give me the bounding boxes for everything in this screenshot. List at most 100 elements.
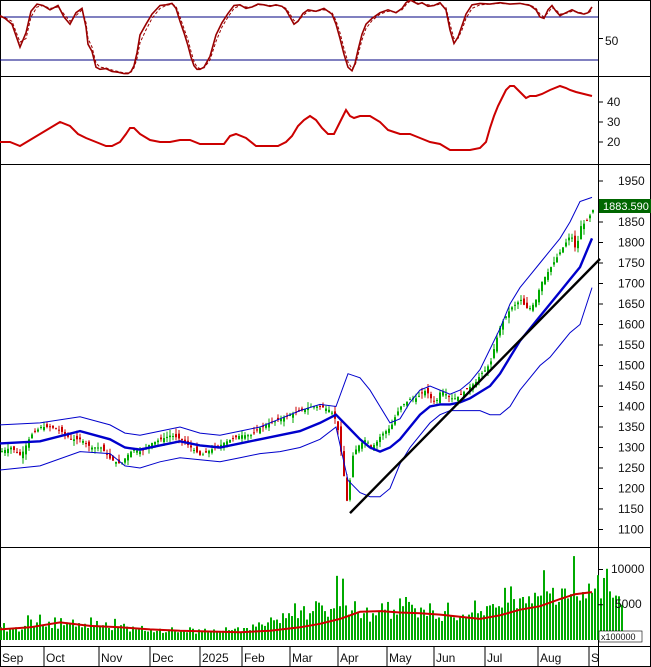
volume-bar: [207, 632, 209, 640]
candle-body: [523, 298, 525, 305]
candle-body: [565, 242, 567, 247]
candle-body: [202, 454, 204, 456]
candle-body: [79, 437, 81, 440]
volume-bar: [579, 600, 581, 640]
trend-line: [349, 258, 601, 514]
adx-panel: 40 30 20: [0, 84, 621, 151]
candle-body: [379, 436, 381, 443]
candle-body: [418, 395, 420, 397]
price-tick-label: 1100: [618, 523, 644, 537]
volume-bar: [213, 629, 215, 640]
candle-body: [208, 450, 210, 454]
volume-bar: [237, 627, 239, 640]
volume-bar: [402, 606, 404, 640]
volume-bar: [468, 614, 470, 640]
candle-body: [526, 302, 528, 309]
candle-body: [94, 447, 96, 449]
volume-bar: [216, 632, 218, 640]
oscillator-signal-line: [0, 0, 593, 74]
volume-bar: [408, 601, 410, 640]
volume-bar: [87, 628, 89, 640]
candle-body: [175, 433, 177, 438]
candle-body: [382, 433, 384, 436]
volume-bar: [390, 618, 392, 640]
candle-body: [172, 436, 174, 438]
candle-body: [319, 405, 321, 407]
volume-bar: [45, 626, 47, 640]
candle-body: [424, 390, 426, 396]
candle-body: [7, 448, 9, 454]
candle-body: [61, 426, 63, 432]
volume-bar: [414, 608, 416, 640]
volume-bar: [486, 606, 488, 640]
volume-bar: [171, 627, 173, 640]
candle-body: [247, 435, 249, 437]
volume-bar: [477, 613, 479, 640]
candle-body: [403, 404, 405, 406]
volume-bar: [69, 623, 71, 640]
price-tick-label: 1150: [618, 502, 644, 516]
candle-body: [313, 406, 315, 408]
volume-bar: [249, 630, 251, 640]
candle-body: [553, 262, 555, 265]
oscillator-panel: 50: [0, 0, 619, 75]
candle-body: [262, 426, 264, 428]
volume-bar: [195, 633, 197, 640]
price-tick-label: 1300: [618, 441, 645, 455]
candle-body: [442, 391, 444, 396]
candle-body: [337, 421, 339, 431]
volume-bar: [84, 623, 86, 640]
candle-body: [133, 449, 135, 451]
price-tick-label: 1700: [618, 277, 645, 291]
adx-line: [0, 84, 593, 151]
price-panel: 1950 1850 1800 1750 1700 1650 1600 1550 1500 1450…: [0, 174, 651, 537]
volume-bar: [447, 602, 449, 640]
candle-body: [16, 451, 18, 453]
volume-bar: [135, 629, 137, 640]
volume-bar: [6, 631, 8, 640]
candle-body: [376, 441, 378, 446]
candle-body: [493, 349, 495, 358]
volume-bar: [615, 595, 617, 640]
candle-body: [547, 272, 549, 280]
candle-body: [154, 441, 156, 445]
volume-bar: [588, 583, 590, 640]
candle-body: [514, 304, 516, 306]
candle-body: [169, 435, 171, 438]
candle-body: [346, 477, 348, 501]
candle-body: [115, 461, 117, 464]
candle-body: [511, 307, 513, 310]
candle-body: [433, 400, 435, 402]
volume-bar: [210, 630, 212, 640]
volume-bar: [81, 627, 83, 640]
volume-bar: [51, 628, 53, 640]
volume-bar: [369, 621, 371, 640]
volume-bar: [375, 615, 377, 640]
volume-bar: [609, 591, 611, 640]
volume-bar: [429, 603, 431, 640]
candle-body: [496, 337, 498, 352]
candle-body: [448, 396, 450, 398]
volume-bar: [345, 605, 347, 640]
candle-body: [391, 424, 393, 429]
volume-bar: [231, 630, 233, 640]
candle-body: [445, 394, 447, 396]
last-price-background: [599, 199, 651, 213]
candle-body: [181, 438, 183, 441]
volume-bar: [93, 625, 95, 640]
candle-body: [241, 435, 243, 439]
volume-bar: [405, 596, 407, 640]
price-tick-label: 1650: [618, 297, 645, 311]
volume-bar: [3, 623, 5, 640]
volume-bar: [582, 592, 584, 640]
x-tick-label: Feb: [244, 651, 265, 665]
volume-tick-5000: 5000: [615, 597, 642, 611]
volume-bar: [336, 575, 338, 640]
x-tick-label: Oct: [46, 651, 65, 665]
price-tick-label: 1800: [618, 236, 645, 250]
volume-bar: [552, 587, 554, 640]
candle-body: [457, 396, 459, 402]
candle-body: [163, 438, 165, 443]
candle-body: [289, 415, 291, 417]
volume-bar: [180, 631, 182, 640]
